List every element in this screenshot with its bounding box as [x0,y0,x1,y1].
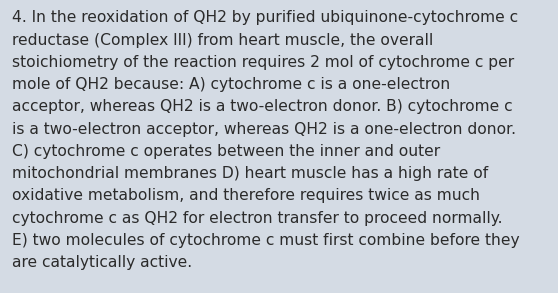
Text: mitochondrial membranes D) heart muscle has a high rate of: mitochondrial membranes D) heart muscle … [12,166,488,181]
Text: is a two-electron acceptor, whereas QH2 is a one-electron donor.: is a two-electron acceptor, whereas QH2 … [12,122,516,137]
Text: acceptor, whereas QH2 is a two-electron donor. B) cytochrome c: acceptor, whereas QH2 is a two-electron … [12,99,513,114]
Text: C) cytochrome c operates between the inner and outer: C) cytochrome c operates between the inn… [12,144,440,159]
Text: 4. In the reoxidation of QH2 by purified ubiquinone-cytochrome c: 4. In the reoxidation of QH2 by purified… [12,10,518,25]
Text: reductase (Complex III) from heart muscle, the overall: reductase (Complex III) from heart muscl… [12,33,434,47]
Text: cytochrome c as QH2 for electron transfer to proceed normally.: cytochrome c as QH2 for electron transfe… [12,211,503,226]
Text: oxidative metabolism, and therefore requires twice as much: oxidative metabolism, and therefore requ… [12,188,480,203]
Text: E) two molecules of cytochrome c must first combine before they: E) two molecules of cytochrome c must fi… [12,233,520,248]
Text: are catalytically active.: are catalytically active. [12,255,193,270]
Text: stoichiometry of the reaction requires 2 mol of cytochrome c per: stoichiometry of the reaction requires 2… [12,55,514,70]
Text: mole of QH2 because: A) cytochrome c is a one-electron: mole of QH2 because: A) cytochrome c is … [12,77,450,92]
